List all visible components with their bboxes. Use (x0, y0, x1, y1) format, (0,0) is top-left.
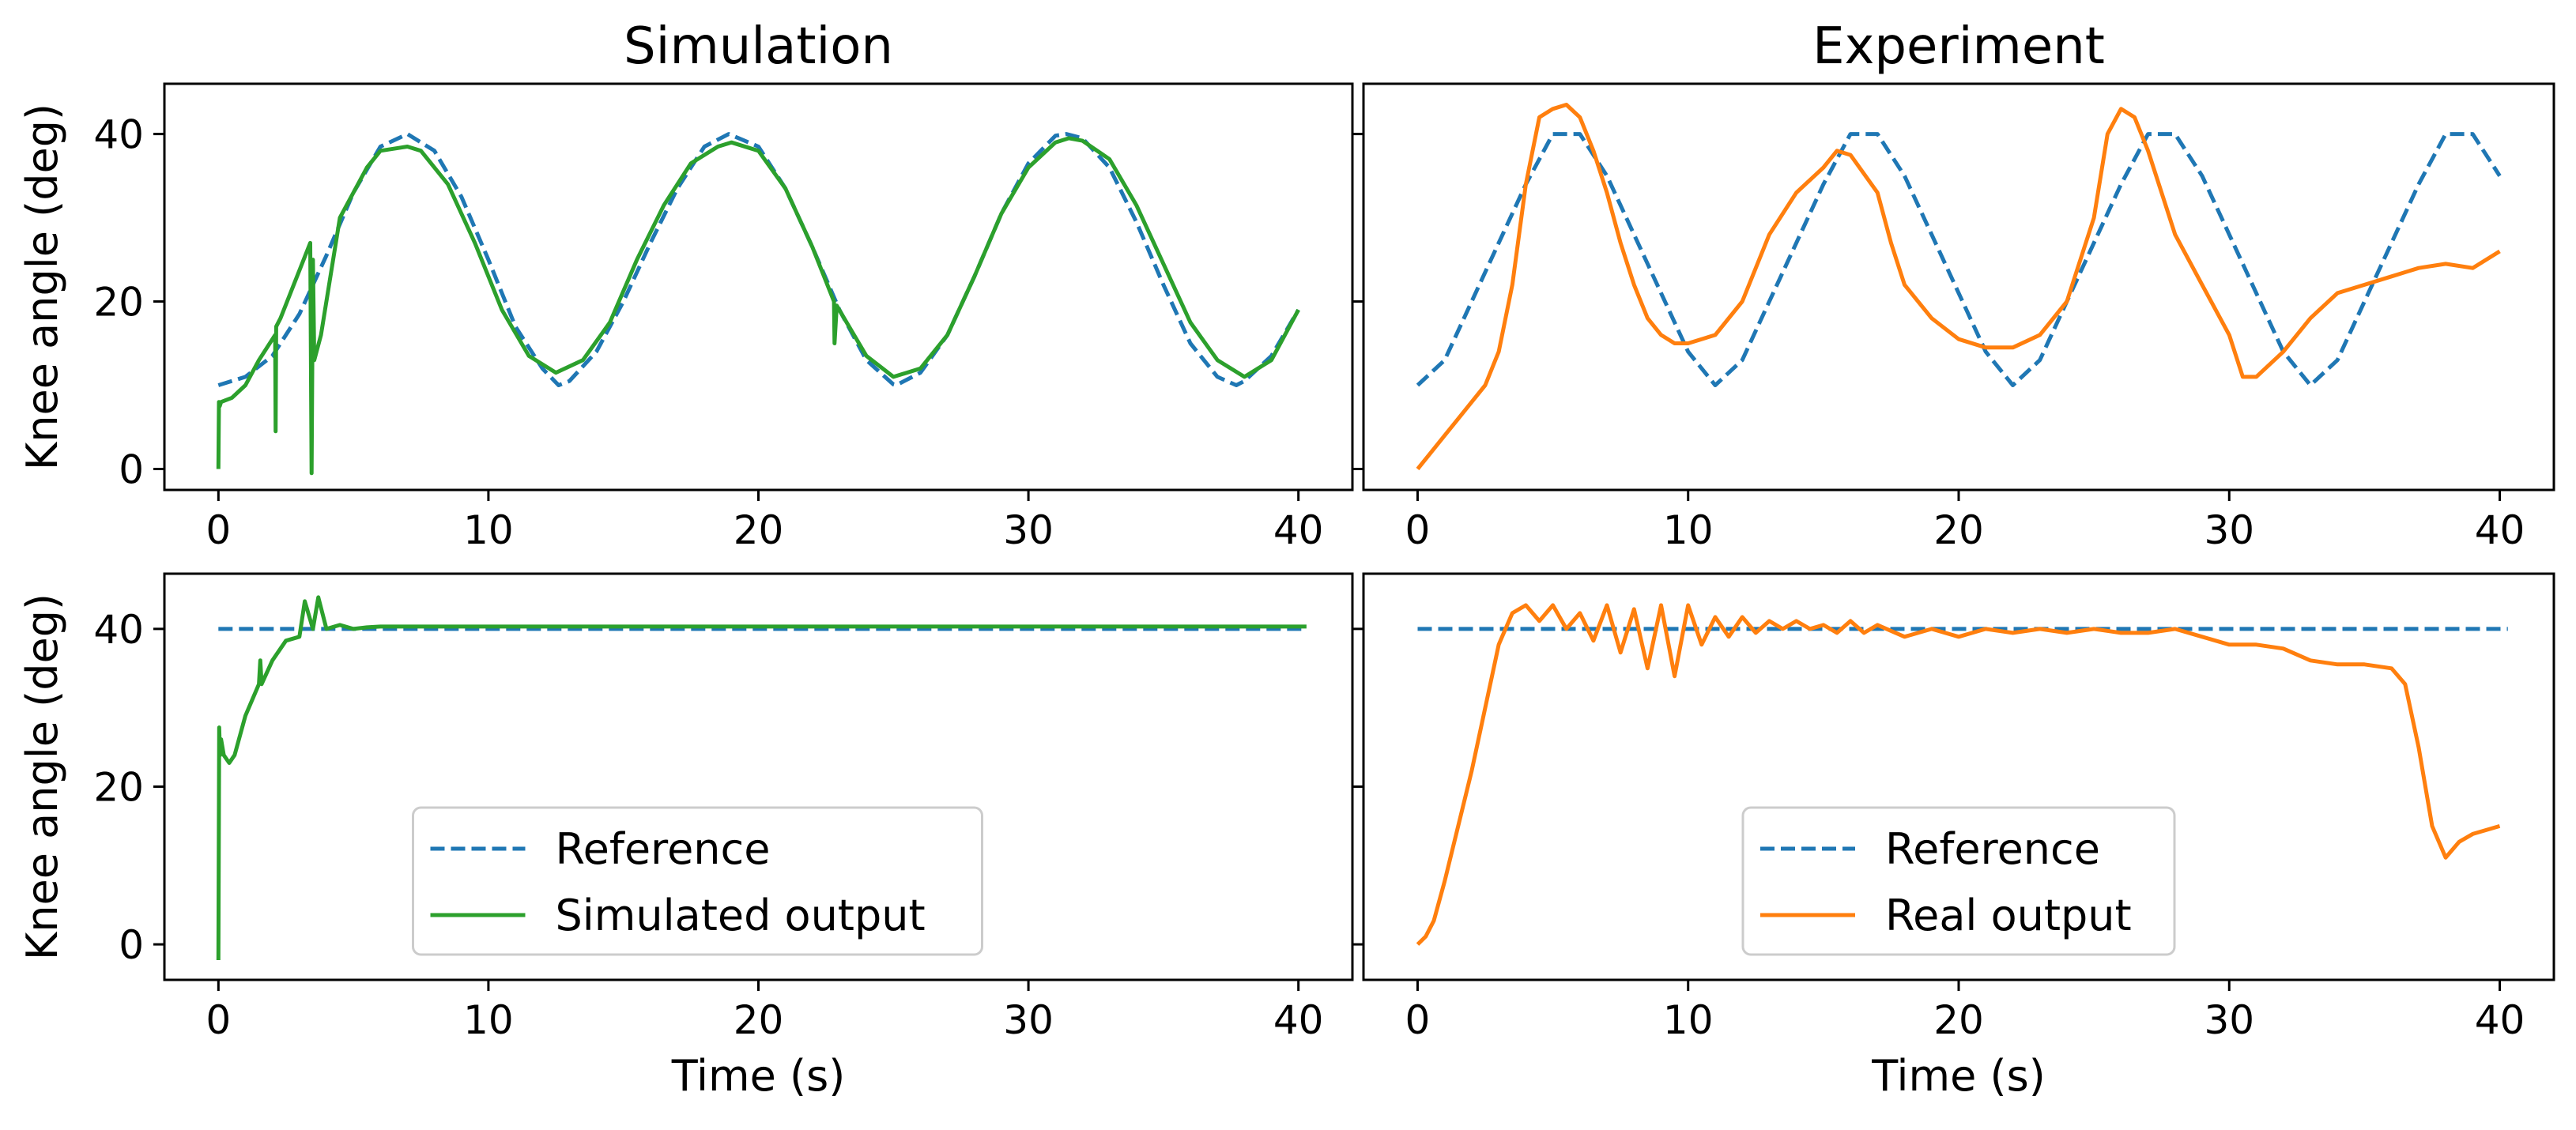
x-tick-label: 20 (734, 997, 784, 1043)
x-tick-label: 20 (1933, 997, 1984, 1043)
x-tick-label: 40 (2475, 997, 2525, 1043)
legend-box (1741, 806, 2176, 956)
x-tick-label: 10 (1663, 997, 1714, 1043)
panel-title: Experiment (1812, 17, 2105, 76)
x-tick-label: 30 (2204, 997, 2254, 1043)
legend-label: Reference (556, 824, 771, 874)
x-tick-label: 0 (206, 507, 231, 553)
panel-title: Simulation (624, 17, 893, 76)
series-simulated-output-line (216, 136, 1300, 476)
legend-box (412, 806, 983, 956)
x-axis-label: Time (s) (671, 1051, 846, 1101)
y-tick-label: 20 (93, 280, 144, 326)
x-tick-label: 0 (1405, 997, 1431, 1043)
legend-label: Reference (1885, 824, 2100, 874)
y-tick-label: 0 (119, 447, 144, 493)
x-tick-label: 10 (463, 507, 514, 553)
x-tick-label: 40 (2475, 507, 2525, 553)
legend-label: Simulated output (556, 891, 926, 940)
y-tick-label: 40 (93, 112, 144, 158)
y-tick-label: 0 (119, 922, 144, 968)
x-tick-label: 30 (1003, 997, 1054, 1043)
y-tick-label: 40 (93, 607, 144, 653)
x-axis-label: Time (s) (1871, 1051, 2046, 1101)
x-tick-label: 30 (2204, 507, 2254, 553)
x-tick-label: 30 (1003, 507, 1054, 553)
x-tick-label: 20 (734, 507, 784, 553)
y-axis-label: Knee angle (deg) (17, 104, 67, 470)
x-tick-label: 10 (1663, 507, 1714, 553)
legend: Reference Simulated output (412, 806, 983, 956)
x-tick-label: 0 (1405, 507, 1431, 553)
x-tick-label: 10 (463, 997, 514, 1043)
y-axis-label: Knee angle (deg) (17, 593, 67, 960)
panel-4: 0 10 20 30 40 Time (s) Reference Real output (1352, 572, 2555, 1101)
panel-3: 0 10 20 30 40 0 20 40 Time (s) Knee angle (deg) Re… (17, 572, 1354, 1101)
series-real-output-line (1416, 103, 2501, 471)
x-tick-label: 0 (206, 997, 231, 1043)
x-tick-label: 40 (1273, 997, 1324, 1043)
panel-1: 0 10 20 30 40 0 20 40 Simulation Knee angle (deg) (17, 17, 1354, 553)
legend-label: Real output (1885, 891, 2132, 940)
y-tick-label: 20 (93, 764, 144, 810)
x-tick-label: 20 (1933, 507, 1984, 553)
series-real-output-line (1416, 603, 2501, 946)
series-reference-line (1416, 132, 2502, 387)
x-tick-label: 40 (1273, 507, 1324, 553)
series-simulated-output-line (216, 595, 1307, 961)
panel-2: 0 10 20 30 40 Experiment (1352, 17, 2555, 553)
legend: Reference Real output (1741, 806, 2176, 956)
